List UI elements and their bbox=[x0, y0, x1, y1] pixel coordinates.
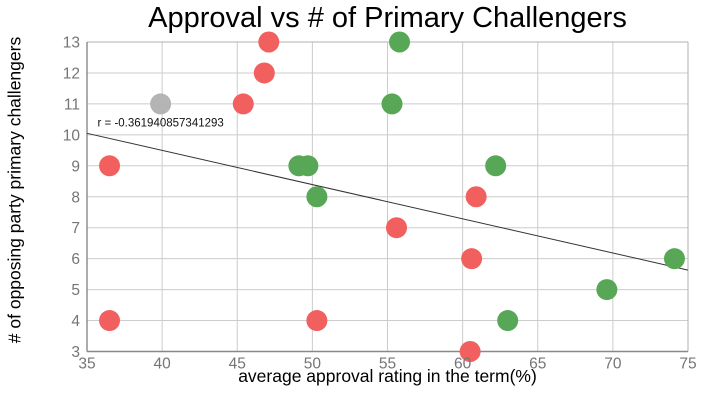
correlation-annotation: r = -0.361940857341293 bbox=[98, 117, 224, 129]
x-tick-label: 55 bbox=[379, 356, 396, 373]
data-point-red-points bbox=[253, 62, 275, 84]
data-point-red-points bbox=[258, 31, 280, 53]
data-point-red-points bbox=[232, 93, 254, 115]
data-point-green-points bbox=[306, 186, 328, 208]
data-point-green-points bbox=[596, 279, 618, 301]
y-tick-label: 5 bbox=[71, 282, 80, 299]
data-point-green-points bbox=[663, 248, 685, 270]
y-tick-label: 13 bbox=[63, 35, 80, 52]
data-point-red-points bbox=[99, 310, 121, 332]
data-point-red-points bbox=[306, 310, 328, 332]
x-tick-label: 45 bbox=[229, 356, 246, 373]
x-tick-label: 50 bbox=[304, 356, 322, 373]
x-tick-label: 75 bbox=[679, 356, 696, 373]
y-tick-label: 11 bbox=[64, 96, 80, 113]
y-tick-label: 8 bbox=[71, 189, 80, 206]
data-point-gray-points bbox=[150, 93, 172, 115]
data-point-green-points bbox=[497, 310, 519, 332]
y-tick-label: 4 bbox=[71, 313, 80, 330]
x-tick-label: 35 bbox=[78, 356, 95, 373]
data-point-red-points bbox=[386, 217, 408, 239]
x-tick-label: 70 bbox=[604, 356, 622, 373]
data-point-green-points bbox=[485, 155, 507, 177]
y-tick-label: 10 bbox=[63, 127, 81, 144]
y-tick-label: 9 bbox=[71, 158, 80, 175]
regression-trendline bbox=[86, 132, 689, 271]
x-tick-label: 65 bbox=[529, 356, 546, 373]
y-tick-label: 3 bbox=[71, 344, 80, 361]
y-tick-label: 6 bbox=[71, 251, 80, 268]
data-point-red-points bbox=[99, 155, 121, 177]
y-tick-label: 7 bbox=[71, 220, 80, 237]
data-point-red-points bbox=[461, 248, 483, 270]
data-point-green-points bbox=[381, 93, 403, 115]
y-tick-label: 12 bbox=[63, 65, 80, 82]
data-point-green-points bbox=[297, 155, 319, 177]
data-point-green-points bbox=[389, 31, 411, 53]
data-point-red-points bbox=[459, 341, 481, 362]
chart-title: Approval vs # of Primary Challengers bbox=[148, 2, 627, 34]
x-axis-label: average approval rating in the term(%) bbox=[238, 366, 537, 386]
x-tick-label: 60 bbox=[454, 356, 472, 373]
data-point-red-points bbox=[465, 186, 487, 208]
x-tick-label: 40 bbox=[154, 356, 172, 373]
